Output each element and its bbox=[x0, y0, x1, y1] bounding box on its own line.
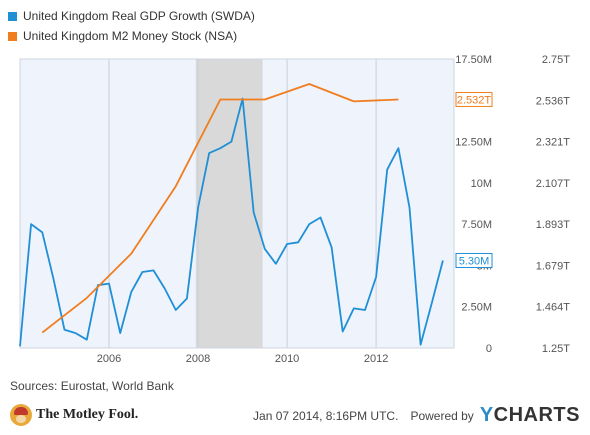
series-line-m2 bbox=[41, 83, 399, 334]
x-tick-label: 2006 bbox=[97, 353, 121, 365]
last-value-box-m2 bbox=[455, 91, 493, 107]
legend-item-gdp[interactable]: United Kingdom Real GDP Growth (SWDA) bbox=[8, 6, 255, 26]
timestamp: Jan 07 2014, 8:16PM UTC. bbox=[253, 408, 399, 423]
last-value-label-m2: 2.532T bbox=[457, 94, 492, 106]
powered-by: Powered by bbox=[410, 408, 474, 423]
legend: United Kingdom Real GDP Growth (SWDA) Un… bbox=[8, 6, 255, 46]
right-axis-tick-label: 1.679T bbox=[536, 260, 571, 272]
right-axis-tick-label: 2.75T bbox=[542, 54, 570, 66]
left-axis-tick-label: 0 bbox=[486, 343, 492, 355]
legend-swatch-gdp bbox=[8, 11, 17, 21]
chart: 200620082010201217.50M15M12.50M10M7.50M5… bbox=[19, 54, 571, 365]
recession-band bbox=[195, 59, 263, 348]
legend-item-m2[interactable]: United Kingdom M2 Money Stock (NSA) bbox=[8, 26, 255, 46]
sources-text: Sources: Eurostat, World Bank bbox=[10, 379, 174, 393]
motley-fool-logo[interactable]: The Motley Fool. bbox=[10, 404, 138, 426]
series-line-gdp bbox=[19, 97, 444, 347]
right-axis-tick-label: 2.107T bbox=[536, 178, 571, 190]
x-tick-label: 2012 bbox=[364, 353, 388, 365]
left-axis-tick-label: 7.50M bbox=[461, 219, 492, 231]
left-axis-tick-label: 17.50M bbox=[455, 54, 492, 66]
last-value-box-gdp bbox=[455, 252, 493, 268]
legend-label-m2: United Kingdom M2 Money Stock (NSA) bbox=[23, 29, 238, 43]
right-axis-tick-label: 1.25T bbox=[542, 343, 570, 355]
x-tick-label: 2008 bbox=[186, 353, 210, 365]
legend-label-gdp: United Kingdom Real GDP Growth (SWDA) bbox=[23, 9, 255, 23]
right-axis-tick-label: 2.536T bbox=[536, 95, 571, 107]
plot-border bbox=[19, 58, 455, 349]
left-axis-tick-label: 10M bbox=[471, 178, 492, 190]
x-tick-label: 2010 bbox=[275, 353, 299, 365]
left-axis-tick-label: 2.50M bbox=[461, 302, 492, 314]
jester-icon bbox=[10, 404, 32, 426]
right-axis-tick-label: 1.464T bbox=[536, 302, 571, 314]
ycharts-logo[interactable]: YCHARTS bbox=[479, 404, 580, 426]
right-axis-tick-label: 1.893T bbox=[536, 219, 571, 231]
footer-credit: Jan 07 2014, 8:16PM UTC. Powered by YCHA… bbox=[253, 404, 580, 427]
motley-fool-wordmark: The Motley Fool. bbox=[36, 407, 139, 422]
left-axis-tick-label: 12.50M bbox=[455, 137, 492, 149]
legend-swatch-m2 bbox=[8, 31, 17, 41]
right-axis-tick-label: 2.321T bbox=[536, 137, 571, 149]
last-value-label-gdp: 5.30M bbox=[459, 255, 490, 267]
